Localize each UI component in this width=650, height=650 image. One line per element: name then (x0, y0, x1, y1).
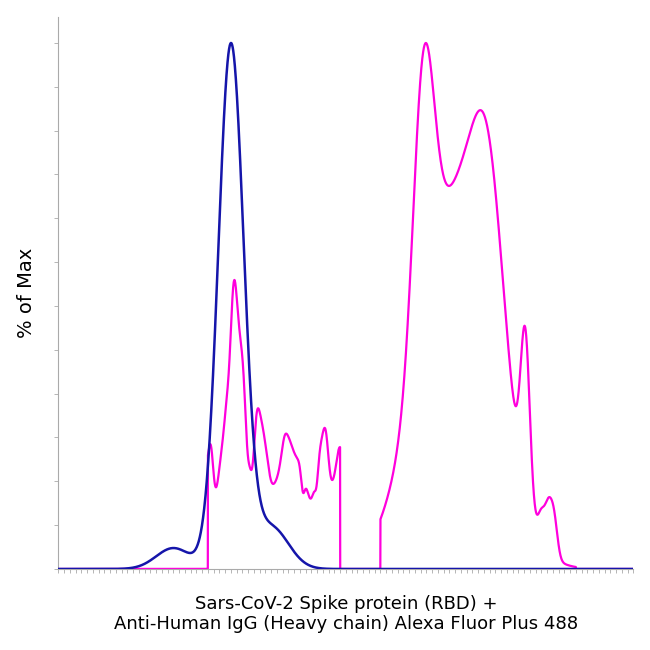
X-axis label: Sars-CoV-2 Spike protein (RBD) +
Anti-Human IgG (Heavy chain) Alexa Fluor Plus 4: Sars-CoV-2 Spike protein (RBD) + Anti-Hu… (114, 595, 578, 633)
Y-axis label: % of Max: % of Max (17, 248, 36, 338)
